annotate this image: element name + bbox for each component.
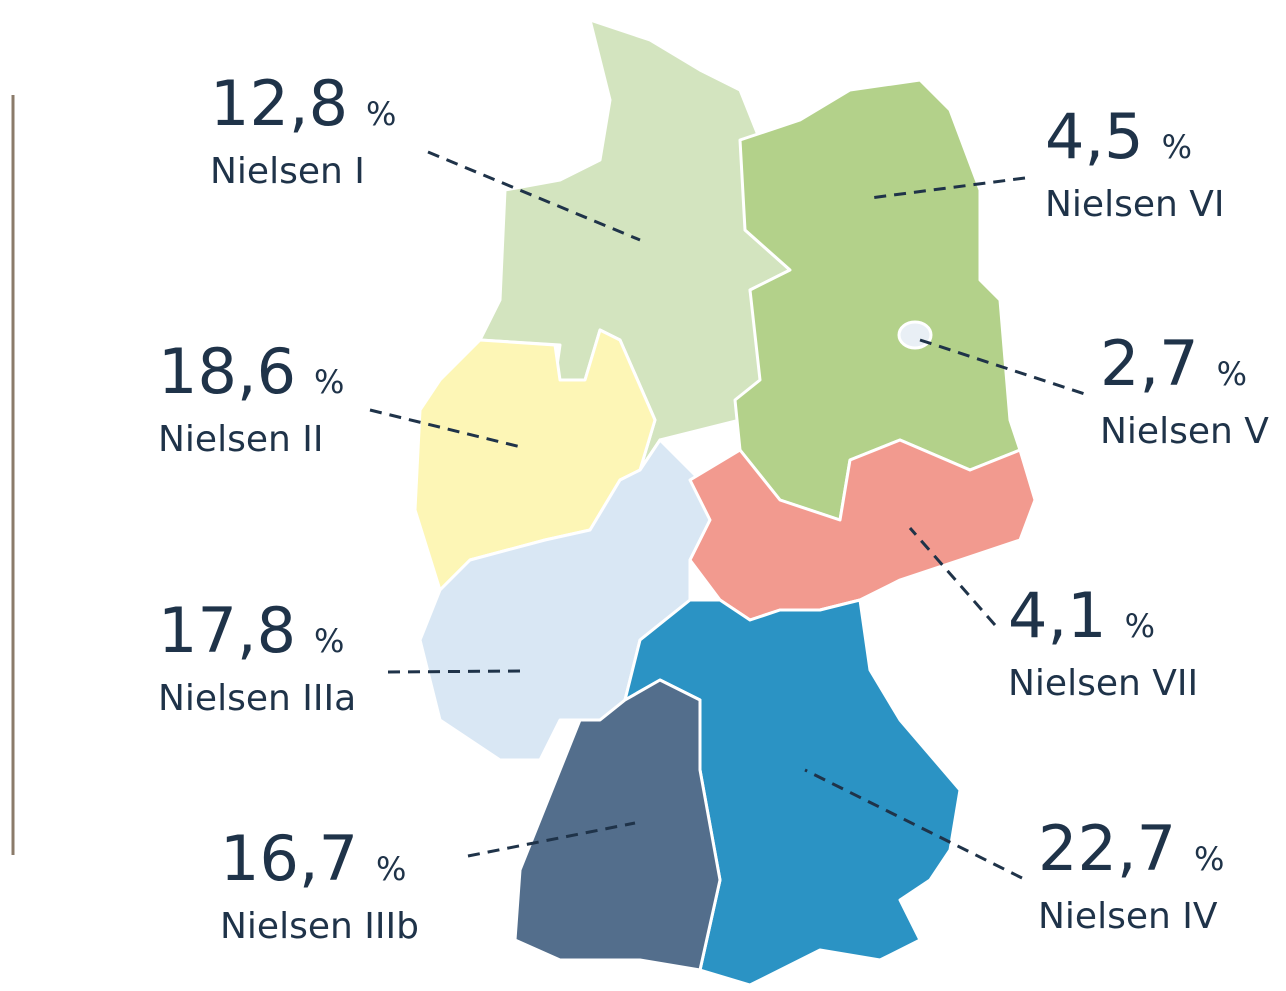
region-nielsen-iiib: [513, 678, 722, 972]
share-value: 22,7: [1038, 812, 1176, 885]
region-name: Nielsen VII: [1008, 663, 1198, 704]
share-value: 2,7: [1100, 327, 1199, 400]
share-unit: %: [366, 95, 396, 133]
share-value: 4,1: [1008, 579, 1107, 652]
region-share: 4,5%: [1045, 100, 1192, 173]
region-name: Nielsen IIIb: [220, 906, 419, 947]
region-nielsen-iiia: [418, 438, 712, 762]
share-unit: %: [1125, 607, 1155, 645]
share-unit: %: [1194, 840, 1224, 878]
share-value: 18,6: [158, 335, 296, 408]
share-value: 17,8: [158, 594, 296, 667]
region-share: 17,8%: [158, 594, 344, 667]
region-nielsen-v: [897, 320, 933, 350]
share-unit: %: [314, 363, 344, 401]
germany-map: [413, 18, 1037, 987]
share-unit: %: [376, 850, 406, 888]
share-value: 16,7: [220, 822, 358, 895]
leader-line: [467, 821, 636, 858]
share-unit: %: [1162, 128, 1192, 166]
region-name: Nielsen IV: [1038, 896, 1218, 937]
region-name: Nielsen IIIa: [158, 678, 356, 719]
leader-line: [369, 408, 526, 450]
region-name: Nielsen VI: [1045, 184, 1225, 225]
share-value: 4,5: [1045, 100, 1144, 173]
region-share: 16,7%: [220, 822, 406, 895]
share-value: 12,8: [210, 67, 348, 140]
region-share: 18,6%: [158, 335, 344, 408]
region-name: Nielsen II: [158, 419, 323, 460]
leader-line: [919, 338, 1089, 397]
region-name: Nielsen V: [1100, 411, 1269, 452]
region-share: 22,7%: [1038, 812, 1224, 885]
leader-line: [804, 768, 1023, 880]
region-share: 4,1%: [1008, 579, 1155, 652]
region-name: Nielsen I: [210, 151, 365, 192]
leader-line: [869, 176, 1026, 200]
region-share: 2,7%: [1100, 327, 1247, 400]
share-unit: %: [1217, 355, 1247, 393]
leader-line: [908, 527, 997, 626]
region-share: 12,8%: [210, 67, 396, 140]
share-unit: %: [314, 622, 344, 660]
leader-line: [387, 669, 521, 674]
region-nielsen-vii: [688, 438, 1037, 622]
leader-line: [427, 150, 641, 242]
